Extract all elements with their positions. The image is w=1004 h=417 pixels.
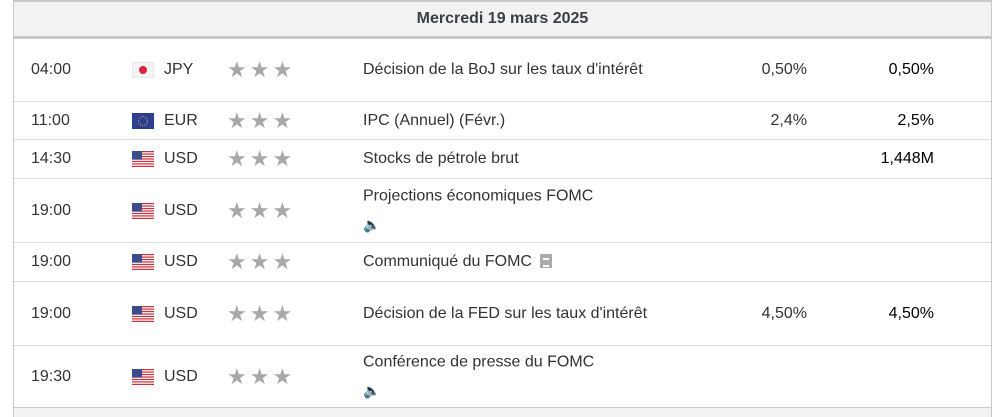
forecast-value: 4,50% (761, 304, 807, 322)
currency: USD (164, 150, 198, 167)
forecast-value: 0,50% (761, 61, 807, 78)
event-name[interactable]: Décision de la FED sur les taux d'intérê… (363, 304, 648, 322)
currency: USD (164, 253, 198, 270)
event-time: 19:00 (31, 201, 72, 219)
event-name[interactable]: Projections économiques FOMC (363, 187, 594, 204)
event-time: 04:00 (31, 61, 72, 78)
economic-calendar: Mercredi 19 mars 2025 04:00 JPY ★★★ Déci… (13, 0, 992, 417)
event-name[interactable]: Conférence de presse du FOMC (363, 353, 595, 371)
event-time: 19:30 (31, 368, 72, 385)
importance-stars-icon: ★★★ (227, 146, 296, 171)
speaker-icon[interactable]: 🔈 (363, 216, 381, 232)
footer-bar (14, 407, 991, 417)
us-flag-icon (132, 254, 154, 270)
event-row[interactable]: 11:00 EUR ★★★ IPC (Annuel) (Févr.) 2,4% … (14, 102, 991, 140)
event-row[interactable]: 14:30 USD ★★★ Stocks de pétrole brut 1,4… (14, 140, 991, 179)
previous-value: 4,50% (888, 304, 934, 322)
currency: USD (164, 201, 198, 219)
event-time: 19:00 (31, 253, 72, 270)
us-flag-icon (132, 151, 154, 167)
event-name[interactable]: Communiqué du FOMC (363, 253, 532, 270)
importance-stars-icon: ★★★ (227, 107, 296, 133)
event-name[interactable]: Stocks de pétrole brut (363, 150, 519, 167)
us-flag-icon (132, 202, 154, 219)
forecast-value: 2,4% (770, 111, 807, 129)
currency: USD (164, 368, 198, 385)
event-row[interactable]: 19:00 USD ★★★ Communiqué du FOMC (14, 243, 991, 282)
event-row[interactable]: 19:00 USD ★★★ Projections économiques FO… (14, 179, 991, 243)
us-flag-icon (132, 305, 154, 322)
importance-stars-icon: ★★★ (227, 249, 296, 274)
event-row[interactable]: 19:00 USD ★★★ Décision de la FED sur les… (14, 282, 991, 346)
importance-stars-icon: ★★★ (227, 364, 296, 389)
date-header: Mercredi 19 mars 2025 (14, 0, 991, 39)
event-time: 19:00 (31, 304, 72, 322)
event-row[interactable]: 04:00 JPY ★★★ Décision de la BoJ sur les… (14, 39, 991, 102)
speaker-icon[interactable]: 🔈 (363, 382, 381, 399)
eu-flag-icon (132, 112, 154, 129)
event-name[interactable]: IPC (Annuel) (Févr.) (363, 111, 506, 129)
previous-value: 0,50% (888, 61, 934, 78)
importance-stars-icon: ★★★ (227, 197, 296, 223)
currency: JPY (164, 61, 194, 78)
event-row[interactable]: 19:30 USD ★★★ Conférence de presse du FO… (14, 346, 991, 409)
previous-value: 1,448M (880, 150, 934, 167)
event-time: 14:30 (31, 150, 72, 167)
us-flag-icon (132, 369, 154, 385)
japan-flag-icon (132, 62, 154, 78)
document-icon[interactable] (539, 254, 552, 268)
event-name[interactable]: Décision de la BoJ sur les taux d'intérê… (363, 61, 643, 78)
importance-stars-icon: ★★★ (227, 300, 296, 326)
event-time: 11:00 (31, 111, 70, 129)
currency: EUR (164, 111, 198, 129)
currency: USD (164, 304, 198, 322)
importance-stars-icon: ★★★ (227, 57, 296, 82)
previous-value: 2,5% (897, 111, 934, 129)
